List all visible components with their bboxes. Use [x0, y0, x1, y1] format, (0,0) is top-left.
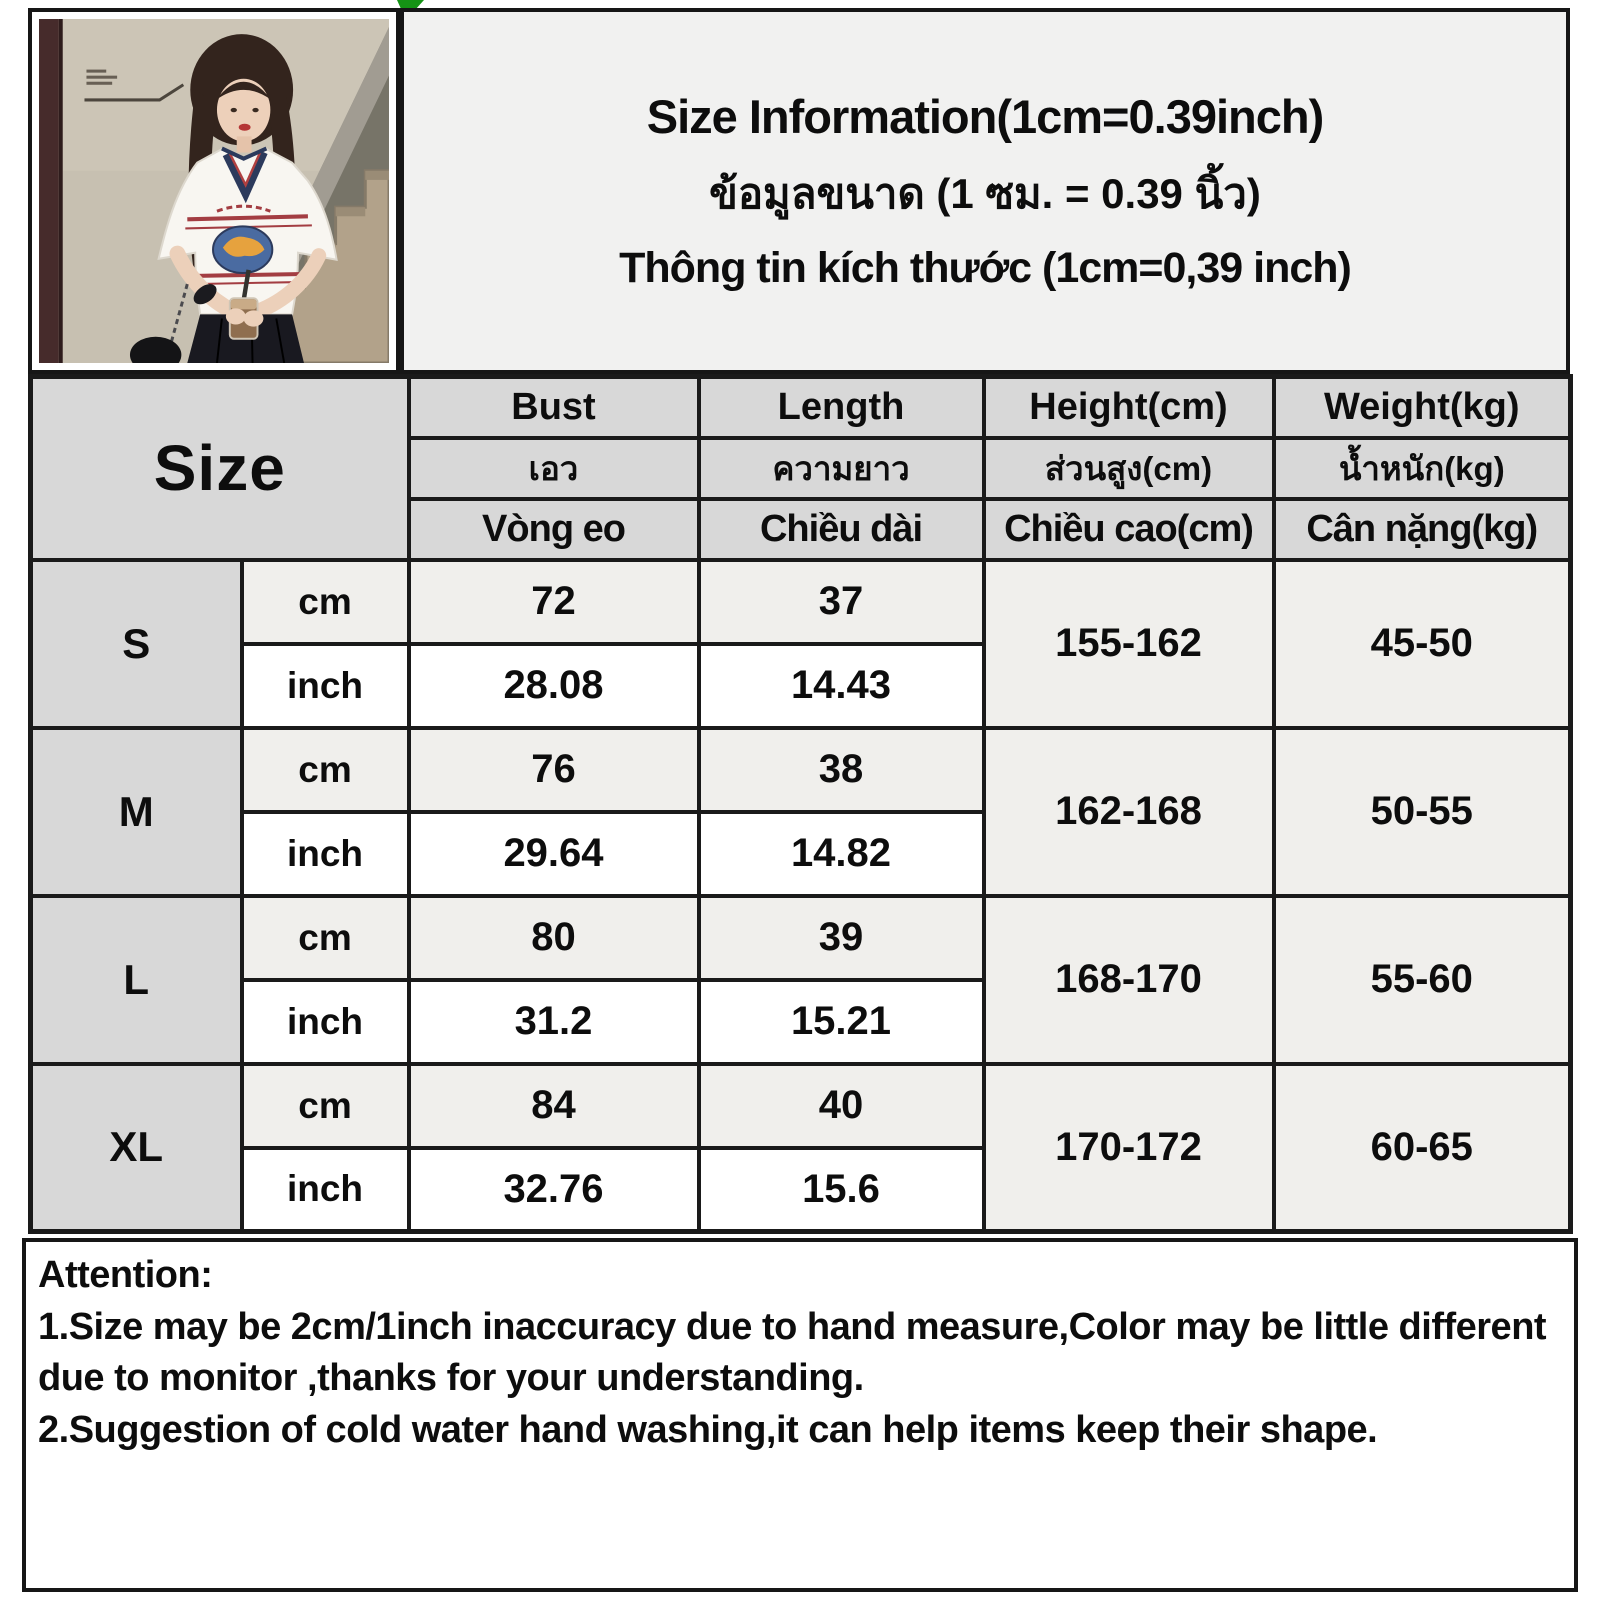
size-xl-bust-cm: 84	[406, 1061, 701, 1150]
size-xl-label: XL	[28, 1061, 244, 1234]
bust-header-th: เอว	[406, 435, 701, 501]
size-s-bust-cm: 72	[406, 557, 701, 646]
size-xl-height: 170-172	[981, 1061, 1276, 1234]
size-m-bust-cm: 76	[406, 725, 701, 814]
size-m-height: 162-168	[981, 725, 1276, 898]
model-photo-illustration	[39, 19, 389, 363]
size-s-label: S	[28, 557, 244, 730]
size-xl-bust-inch: 32.76	[406, 1145, 701, 1234]
size-m-unit-inch: inch	[239, 809, 411, 898]
size-xl-length-inch: 15.6	[696, 1145, 986, 1234]
size-s-length-cm: 37	[696, 557, 986, 646]
title-vietnamese: Thông tin kích thước (1cm=0,39 inch)	[619, 244, 1352, 292]
attention-line-3: 2.Suggestion of cold water hand washing,…	[38, 1409, 1378, 1452]
size-l-label: L	[28, 893, 244, 1066]
size-m-bust-inch: 29.64	[406, 809, 701, 898]
size-xl-length-cm: 40	[696, 1061, 986, 1150]
bust-header-vi: Vòng eo	[406, 496, 701, 562]
size-m-label: M	[28, 725, 244, 898]
bust-header-en: Bust	[406, 374, 701, 440]
title-english: Size Information(1cm=0.39inch)	[646, 90, 1324, 143]
size-xl-weight: 60-65	[1271, 1061, 1573, 1234]
size-m-unit-cm: cm	[239, 725, 411, 814]
size-s-unit-cm: cm	[239, 557, 411, 646]
size-l-length-cm: 39	[696, 893, 986, 982]
attention-line-1: 1.Size may be 2cm/1inch inaccuracy due t…	[38, 1305, 1547, 1348]
size-l-unit-inch: inch	[239, 977, 411, 1066]
size-m-length-cm: 38	[696, 725, 986, 814]
size-xl-unit-inch: inch	[239, 1145, 411, 1234]
attention-note: Attention: 1.Size may be 2cm/1inch inacc…	[22, 1238, 1578, 1592]
size-xl-unit-cm: cm	[239, 1061, 411, 1150]
size-info-title-box: Size Information(1cm=0.39inch) ข้อมูลขนา…	[400, 8, 1570, 374]
product-photo	[28, 8, 400, 374]
size-l-bust-cm: 80	[406, 893, 701, 982]
size-s-weight: 45-50	[1271, 557, 1573, 730]
size-l-length-inch: 15.21	[696, 977, 986, 1066]
title-thai: ข้อมูลขนาด (1 ซม. = 0.39 นิ้ว)	[709, 170, 1261, 217]
size-s-height: 155-162	[981, 557, 1276, 730]
length-header-vi: Chiều dài	[696, 496, 986, 562]
height-header-th: ส่วนสูง(cm)	[981, 435, 1276, 501]
size-table: Size Bust Length Height(cm) Weight(kg) เ…	[28, 374, 1573, 1234]
weight-header-vi: Cân nặng(kg)	[1271, 496, 1573, 562]
size-column-header: Size	[28, 374, 411, 562]
height-header-en: Height(cm)	[981, 374, 1276, 440]
size-l-bust-inch: 31.2	[406, 977, 701, 1066]
attention-line-2: due to monitor ,thanks for your understa…	[38, 1357, 864, 1400]
height-header-vi: Chiều cao(cm)	[981, 496, 1276, 562]
size-l-height: 168-170	[981, 893, 1276, 1066]
size-l-weight: 55-60	[1271, 893, 1573, 1066]
size-m-weight: 50-55	[1271, 725, 1573, 898]
size-s-bust-inch: 28.08	[406, 641, 701, 730]
length-header-th: ความยาว	[696, 435, 986, 501]
attention-heading: Attention:	[38, 1254, 213, 1296]
weight-header-en: Weight(kg)	[1271, 374, 1573, 440]
length-header-en: Length	[696, 374, 986, 440]
size-l-unit-cm: cm	[239, 893, 411, 982]
weight-header-th: น้ำหนัก(kg)	[1271, 435, 1573, 501]
size-s-length-inch: 14.43	[696, 641, 986, 730]
size-s-unit-inch: inch	[239, 641, 411, 730]
size-m-length-inch: 14.82	[696, 809, 986, 898]
